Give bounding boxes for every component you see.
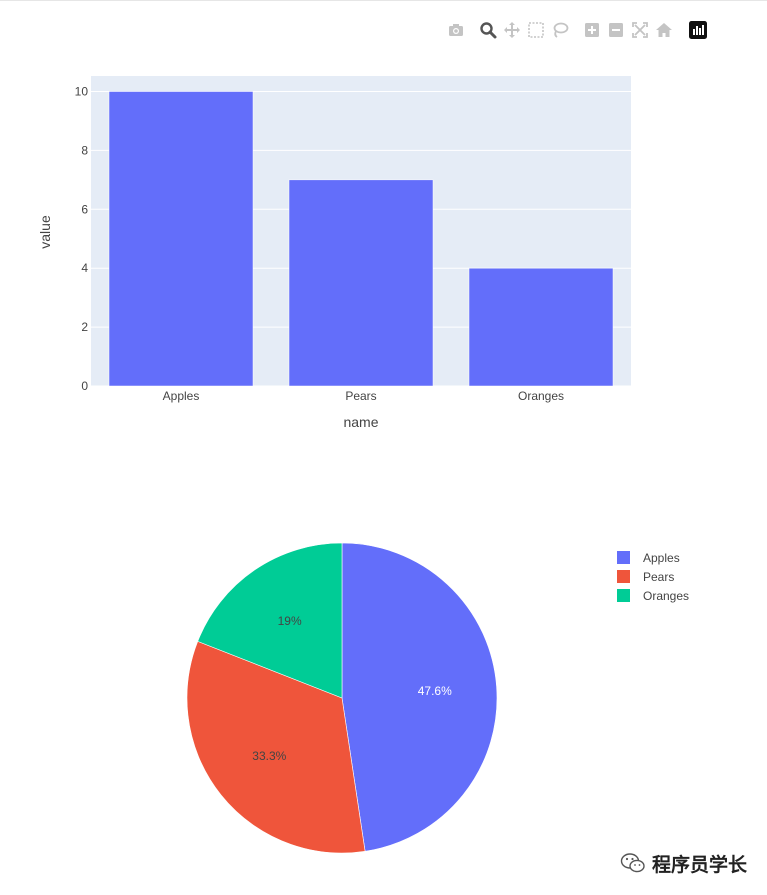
legend-label[interactable]: Oranges bbox=[643, 589, 689, 603]
x-axis-label: name bbox=[343, 414, 378, 430]
lasso-select-icon[interactable] bbox=[550, 20, 570, 40]
bar-x-ticks: Apples Pears Oranges bbox=[163, 389, 564, 403]
pie-slice-pears[interactable] bbox=[186, 640, 366, 854]
plotly-logo-icon[interactable] bbox=[688, 20, 708, 40]
zoom-in-icon[interactable] bbox=[582, 20, 602, 40]
pie-slice-apples[interactable] bbox=[341, 542, 498, 852]
bar-chart: 0 2 4 6 8 10 Apples Pears Oranges name value bbox=[37, 76, 631, 430]
bar-pears[interactable] bbox=[288, 179, 434, 387]
wechat-icon bbox=[620, 853, 645, 873]
watermark-text: 程序员学长 bbox=[652, 853, 748, 876]
x-tick-label: Apples bbox=[163, 389, 200, 403]
legend-label[interactable]: Apples bbox=[643, 551, 680, 565]
box-select-icon[interactable] bbox=[526, 20, 546, 40]
y-tick-label: 6 bbox=[81, 202, 88, 216]
legend-swatch[interactable] bbox=[617, 589, 630, 602]
legend-swatch[interactable] bbox=[617, 551, 630, 564]
bar-apples[interactable] bbox=[108, 91, 254, 387]
zoom-icon[interactable] bbox=[478, 20, 498, 40]
y-tick-label: 8 bbox=[81, 143, 88, 157]
pie-labels: 47.6% 33.3% 19% bbox=[252, 614, 452, 763]
camera-icon[interactable] bbox=[446, 20, 466, 40]
pie-percent-label: 33.3% bbox=[252, 749, 286, 763]
y-axis-label: value bbox=[37, 215, 53, 249]
pie-slice-oranges[interactable] bbox=[197, 542, 343, 699]
y-tick-label: 2 bbox=[81, 320, 88, 334]
y-tick-label: 4 bbox=[81, 261, 88, 275]
zoom-out-icon[interactable] bbox=[606, 20, 626, 40]
y-tick-label: 0 bbox=[81, 379, 88, 393]
pie-percent-label: 47.6% bbox=[418, 684, 452, 698]
legend-label[interactable]: Pears bbox=[643, 570, 674, 584]
bar-y-ticks: 0 2 4 6 8 10 bbox=[75, 84, 89, 393]
x-tick-label: Pears bbox=[345, 389, 376, 403]
legend-swatch[interactable] bbox=[617, 570, 630, 583]
reset-axes-icon[interactable] bbox=[654, 20, 674, 40]
pie-percent-label: 19% bbox=[278, 614, 302, 628]
modebar bbox=[446, 20, 716, 42]
pan-icon[interactable] bbox=[502, 20, 522, 40]
bar-oranges[interactable] bbox=[468, 267, 614, 387]
top-divider bbox=[0, 0, 767, 1]
watermark: 程序员学长 bbox=[620, 848, 747, 878]
y-tick-label: 10 bbox=[75, 84, 89, 98]
bar-marks bbox=[108, 91, 614, 387]
x-tick-label: Oranges bbox=[518, 389, 564, 403]
pie-chart: 47.6% 33.3% 19% Apples Pears Oranges bbox=[186, 542, 689, 854]
pie-slices bbox=[186, 542, 498, 854]
autoscale-icon[interactable] bbox=[630, 20, 650, 40]
pie-legend: Apples Pears Oranges bbox=[617, 551, 689, 603]
